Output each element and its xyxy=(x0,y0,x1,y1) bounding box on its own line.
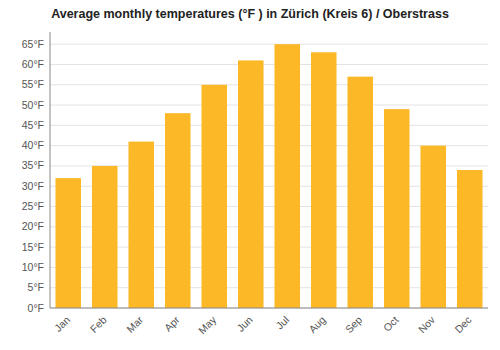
y-tick-label: 20°F xyxy=(22,220,44,232)
x-tick-label: Oct xyxy=(381,313,401,333)
x-axis-line xyxy=(50,308,488,309)
x-tick-label: Feb xyxy=(87,313,108,334)
page-body: {"chart_data": {"type": "bar", "title": … xyxy=(0,0,500,350)
y-tick-label: 15°F xyxy=(22,241,44,253)
title: Average monthly temperatures (°F ) in Zü… xyxy=(51,7,449,21)
y-axis: 0°F 5°F 10°F 15°F 20°F 25°F 30°F 35°F 40°F 45°F 50… xyxy=(22,32,50,314)
y-tick-label: 10°F xyxy=(22,261,44,273)
bar xyxy=(92,166,118,308)
x-tick-label: Sep xyxy=(343,313,365,335)
bar xyxy=(274,44,300,308)
grid-line xyxy=(50,84,488,85)
x-tick-label: Dec xyxy=(452,314,474,336)
x-tick-label: Jul xyxy=(273,314,291,332)
page: Chart html, body { margin: 0; padding: 0… xyxy=(0,0,500,350)
bars xyxy=(55,44,482,308)
y-tick-label: 65°F xyxy=(22,38,44,50)
y-tick-label: 25°F xyxy=(22,200,44,212)
bar xyxy=(128,142,154,308)
bar xyxy=(420,146,446,308)
y-tick-label: 35°F xyxy=(22,159,44,171)
y-tick-label: 40°F xyxy=(22,139,44,151)
x-tick-label: Nov xyxy=(416,313,438,335)
y-axis-line xyxy=(50,32,51,308)
x-tick-label: Apr xyxy=(162,313,182,333)
x-tick-label: Mar xyxy=(124,313,146,335)
y-tick-label: 60°F xyxy=(22,58,44,70)
y-tick-label: 55°F xyxy=(22,78,44,90)
x-axis: Jan Feb Mar Apr May Jun Jul Aug Sep Oct Nov Dec xyxy=(52,313,474,336)
bar xyxy=(384,109,410,308)
y-tick-label: 45°F xyxy=(22,119,44,131)
bar xyxy=(201,85,227,308)
grid xyxy=(50,44,488,308)
y-tick-label: 30°F xyxy=(22,180,44,192)
grid-line xyxy=(50,308,488,309)
y-tick-label: 5°F xyxy=(28,281,44,293)
x-tick-label: Jun xyxy=(234,313,255,334)
grid-line xyxy=(50,44,488,45)
y-tick-label: 0°F xyxy=(28,302,44,314)
chart: Average monthly temperatures (°F ) in Zü… xyxy=(0,0,500,350)
bar xyxy=(347,77,373,308)
x-tick-label: May xyxy=(196,313,219,336)
grid-line xyxy=(50,105,488,106)
bar xyxy=(311,52,337,308)
grid-line xyxy=(50,125,488,126)
bar xyxy=(238,60,264,308)
bar xyxy=(457,170,483,308)
bar xyxy=(165,113,191,308)
x-tick-label: Aug xyxy=(306,313,328,335)
y-tick-label: 50°F xyxy=(22,99,44,111)
bar xyxy=(55,178,81,308)
grid-line xyxy=(50,64,488,65)
x-tick-label: Jan xyxy=(52,313,73,334)
